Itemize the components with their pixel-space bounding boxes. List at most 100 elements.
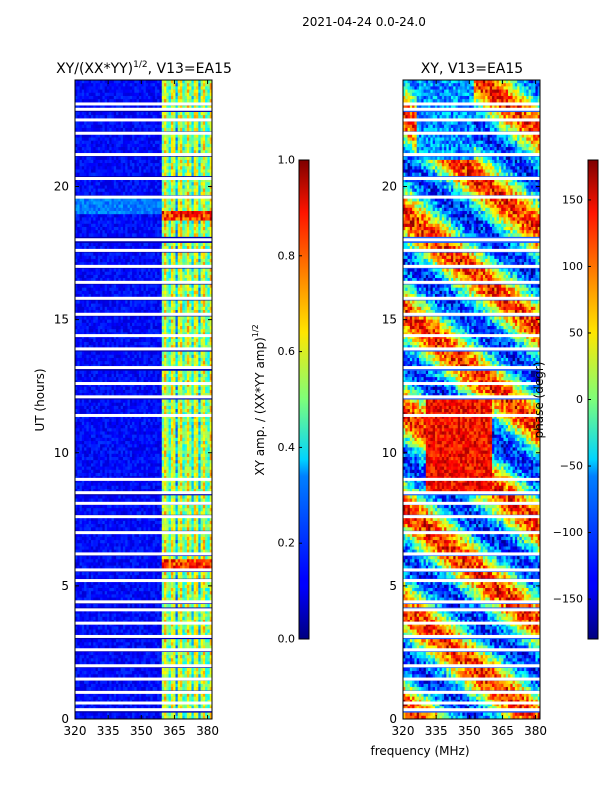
amplitude-heatmap-cell [191, 354, 195, 359]
amplitude-heatmap-cell [196, 226, 199, 231]
amplitude-heatmap-cell [184, 226, 188, 231]
amplitude-heatmap-cell [152, 185, 156, 189]
amplitude-heatmap-cell [109, 121, 112, 126]
amplitude-heatmap-cell [88, 163, 92, 167]
amplitude-heatmap-cell [184, 345, 188, 349]
amplitude-heatmap-cell [84, 246, 87, 250]
amplitude-heatmap-cell [79, 262, 83, 266]
amplitude-heatmap-cell [129, 335, 133, 340]
amplitude-heatmap-cell [134, 185, 137, 189]
amplitude-heatmap-cell [161, 124, 165, 129]
amplitude-heatmap-cell [143, 95, 147, 100]
amplitude-heatmap-cell [173, 274, 176, 279]
amplitude-heatmap-cell [150, 95, 153, 100]
amplitude-heatmap-cell [132, 111, 135, 116]
amplitude-heatmap-cell [120, 326, 124, 330]
amplitude-heatmap-cell [136, 271, 140, 276]
amplitude-heatmap-cell [205, 287, 208, 292]
amplitude-heatmap-cell [81, 214, 85, 218]
amplitude-heatmap-cell [129, 83, 133, 87]
amplitude-heatmap-cell [168, 377, 172, 381]
amplitude-heatmap-cell [86, 182, 89, 186]
amplitude-heatmap-cell [175, 198, 179, 202]
amplitude-heatmap-cell [161, 389, 165, 394]
amplitude-heatmap-cell [97, 255, 101, 260]
amplitude-heatmap-cell [118, 290, 121, 295]
amplitude-heatmap-cell [182, 393, 185, 397]
amplitude-heatmap-cell [122, 287, 126, 292]
amplitude-heatmap-cell [106, 134, 110, 138]
amplitude-heatmap-cell [132, 156, 135, 161]
amplitude-heatmap-cell [120, 319, 124, 324]
amplitude-heatmap-cell [198, 191, 201, 196]
amplitude-heatmap-cell [148, 383, 151, 388]
amplitude-heatmap-cell [86, 290, 89, 295]
amplitude-heatmap-cell [132, 258, 135, 263]
amplitude-heatmap-cell [164, 255, 167, 260]
amplitude-heatmap-cell [189, 310, 192, 314]
amplitude-heatmap-cell [138, 111, 142, 116]
amplitude-heatmap-cell [134, 319, 137, 324]
amplitude-heatmap-cell [125, 271, 128, 276]
amplitude-heatmap-cell [113, 127, 117, 132]
amplitude-heatmap-cell [95, 105, 99, 110]
amplitude-heatmap-cell [198, 338, 201, 343]
amplitude-heatmap-cell [200, 99, 204, 103]
amplitude-heatmap-cell [154, 335, 158, 340]
amplitude-heatmap-cell [129, 389, 133, 394]
amplitude-heatmap-cell [100, 370, 103, 375]
amplitude-heatmap-cell [189, 214, 192, 218]
amplitude-heatmap-cell [86, 188, 89, 193]
amplitude-heatmap-cell [196, 150, 199, 154]
amplitude-heatmap-cell [200, 242, 204, 247]
amplitude-heatmap-cell [186, 389, 190, 394]
amplitude-heatmap-cell [191, 169, 195, 173]
amplitude-heatmap-cell [173, 319, 176, 324]
amplitude-heatmap-cell [205, 278, 208, 282]
amplitude-heatmap-cell [209, 140, 212, 145]
amplitude-heatmap-cell [161, 316, 165, 320]
amplitude-heatmap-cell [81, 233, 85, 237]
amplitude-heatmap-cell [122, 220, 126, 225]
amplitude-heatmap-cell [134, 303, 137, 308]
amplitude-heatmap-cell [168, 329, 172, 333]
amplitude-heatmap-cell [209, 92, 212, 97]
amplitude-heatmap-cell [138, 214, 142, 218]
amplitude-heatmap-cell [86, 399, 89, 403]
amplitude-heatmap-cell [141, 341, 144, 346]
amplitude-heatmap-cell [138, 316, 142, 320]
amplitude-heatmap-cell [180, 389, 183, 394]
amplitude-heatmap-cell [102, 377, 105, 381]
amplitude-heatmap-cell [120, 271, 124, 276]
amplitude-heatmap-cell [200, 147, 204, 151]
amplitude-heatmap-cell [79, 111, 83, 116]
amplitude-heatmap-cell [189, 351, 192, 356]
amplitude-heatmap-cell [191, 172, 195, 177]
amplitude-heatmap-cell [84, 201, 87, 205]
amplitude-heatmap-cell [109, 357, 112, 362]
amplitude-heatmap-cell [81, 191, 85, 196]
amplitude-heatmap-cell [152, 124, 156, 129]
amplitude-heatmap-cell [95, 220, 99, 225]
amplitude-heatmap-cell [113, 204, 117, 209]
amplitude-heatmap-cell [125, 92, 128, 97]
amplitude-heatmap-cell [113, 182, 117, 186]
amplitude-heatmap-cell [97, 393, 101, 397]
amplitude-heatmap-cell [79, 92, 83, 97]
amplitude-heatmap-cell [102, 150, 105, 154]
amplitude-heatmap-cell [75, 287, 78, 292]
amplitude-heatmap-cell [93, 255, 96, 260]
amplitude-heatmap-cell [106, 341, 110, 346]
amplitude-heatmap-cell [154, 258, 158, 263]
amplitude-heatmap-cell [145, 124, 149, 129]
amplitude-heatmap-cell [198, 255, 201, 260]
amplitude-heatmap-cell [97, 166, 101, 170]
amplitude-heatmap-cell [150, 383, 153, 388]
amplitude-heatmap-cell [175, 274, 179, 279]
amplitude-heatmap-cell [106, 373, 110, 378]
amplitude-heatmap-cell [81, 198, 85, 202]
amplitude-heatmap-cell [193, 204, 197, 209]
amplitude-heatmap-cell [84, 310, 87, 314]
amplitude-heatmap-cell [104, 351, 108, 356]
amplitude-heatmap-cell [116, 185, 119, 189]
